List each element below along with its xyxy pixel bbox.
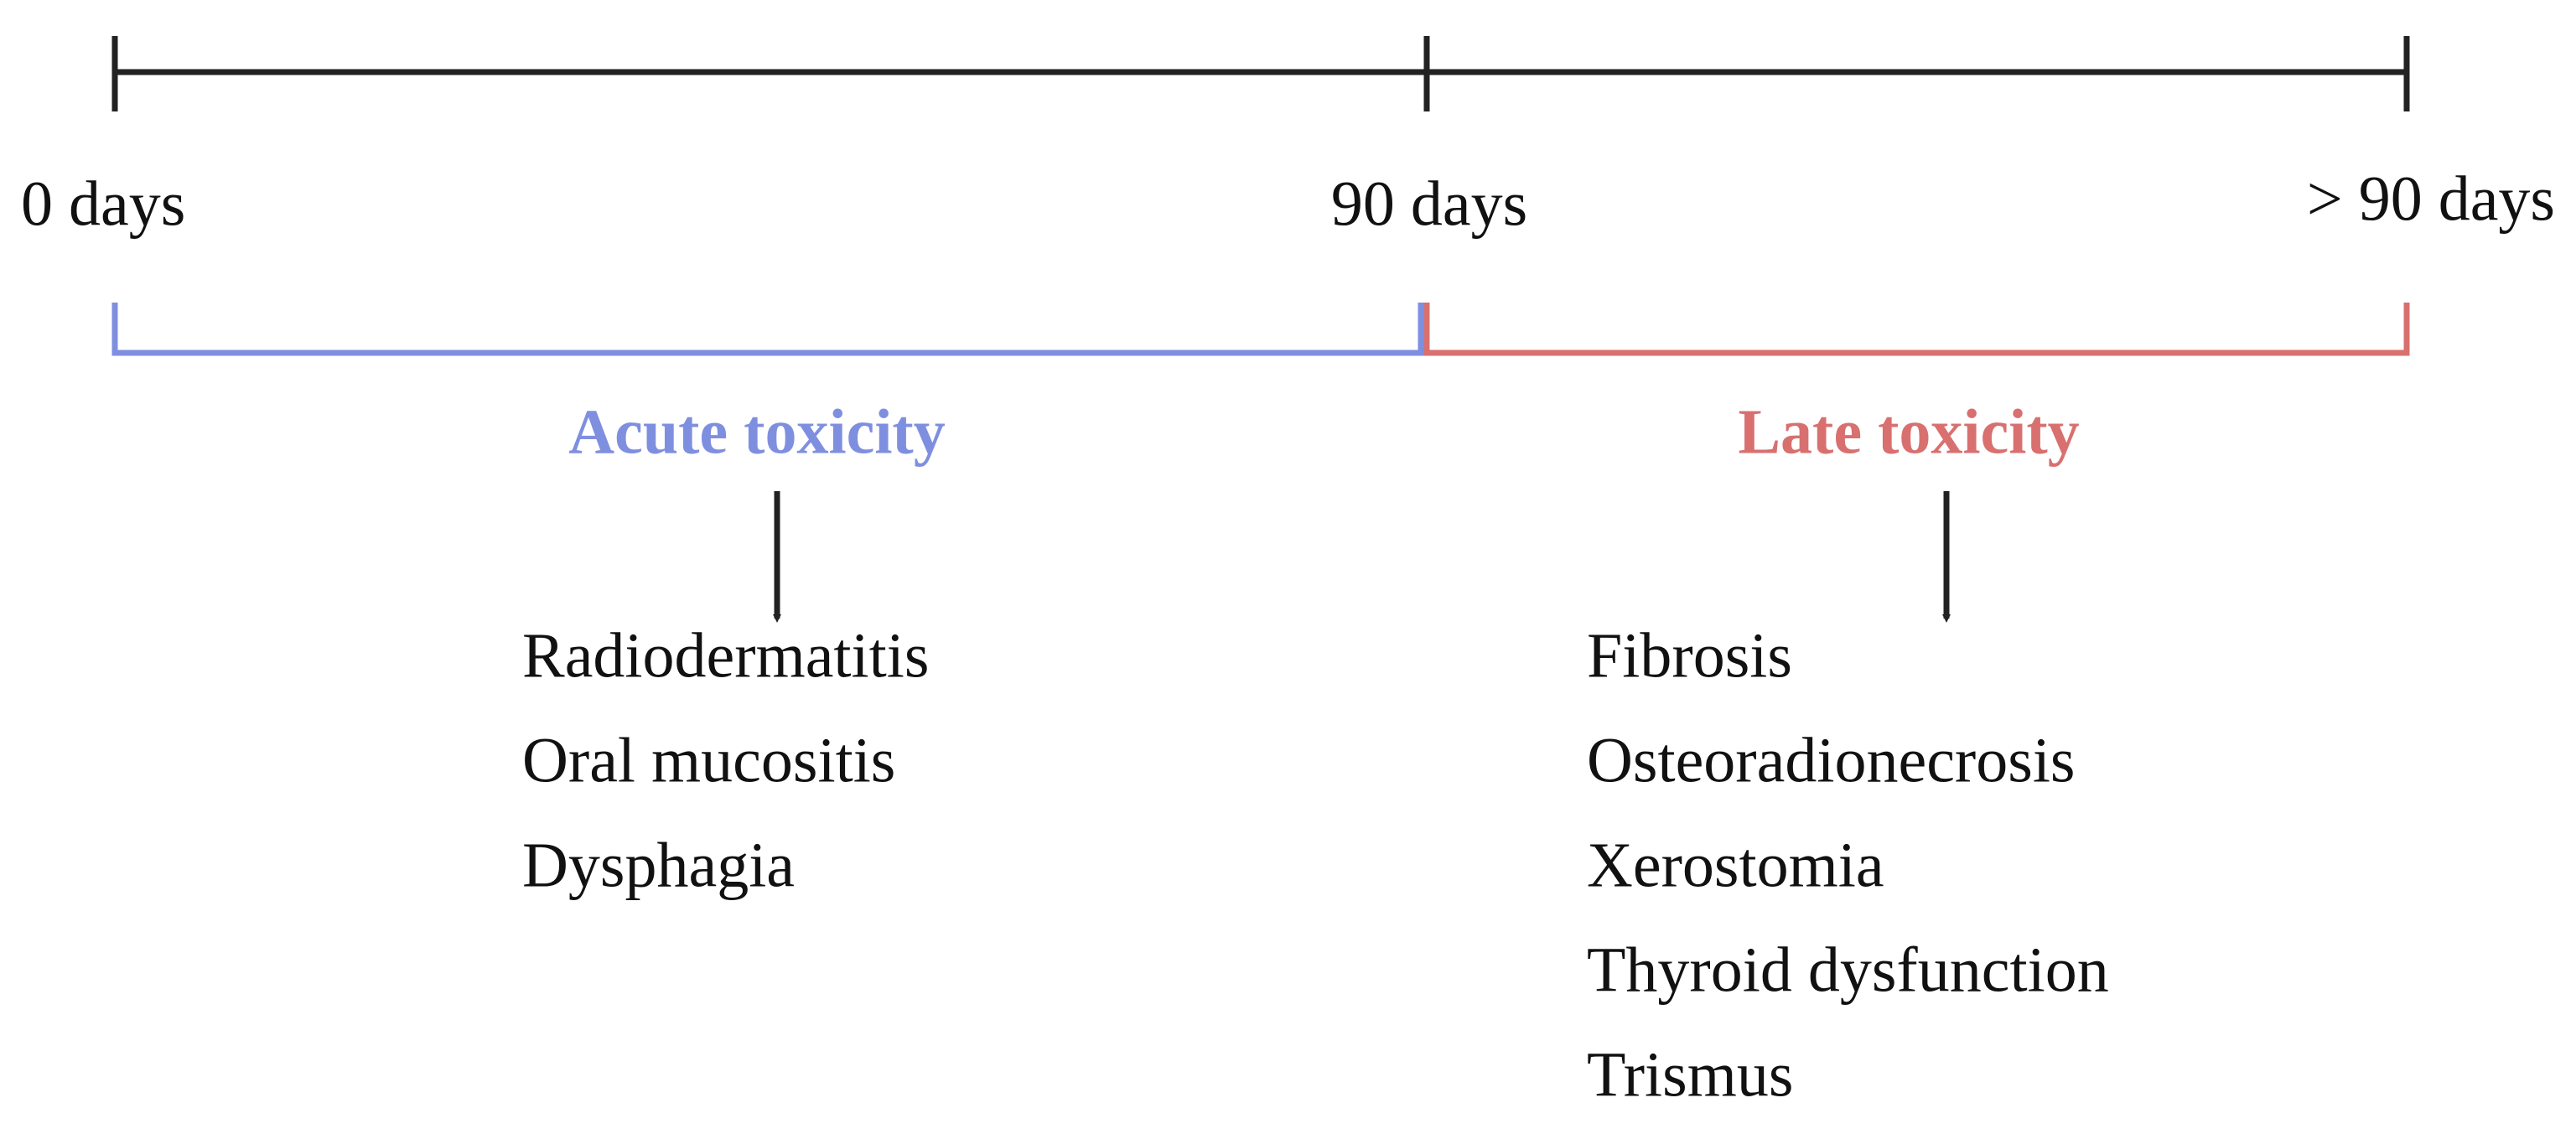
toxicity-item: Fibrosis <box>1587 620 1792 691</box>
toxicity-item: Thyroid dysfunction <box>1587 935 2109 1005</box>
toxicity-item: Osteoradionecrosis <box>1587 725 2076 795</box>
lists: Radiodermatitis Oral mucositis Dysphagia Fi… <box>522 620 2109 1110</box>
timeline-label: 0 days <box>21 168 185 239</box>
toxicity-item: Trismus <box>1587 1039 1793 1110</box>
phase-title: Late toxicity <box>1738 396 2079 467</box>
late-bracket <box>1423 303 2410 356</box>
toxicity-item: Xerostomia <box>1587 830 1884 900</box>
toxicity-item: Dysphagia <box>522 830 795 900</box>
timeline <box>111 36 2410 111</box>
toxicity-item: Oral mucositis <box>522 725 895 795</box>
timeline-label: 90 days <box>1331 168 1527 239</box>
acute-bracket <box>111 303 1424 356</box>
timeline-label: > 90 days <box>2307 163 2555 234</box>
phase-title: Acute toxicity <box>568 396 946 467</box>
toxicity-item: Radiodermatitis <box>522 620 929 691</box>
